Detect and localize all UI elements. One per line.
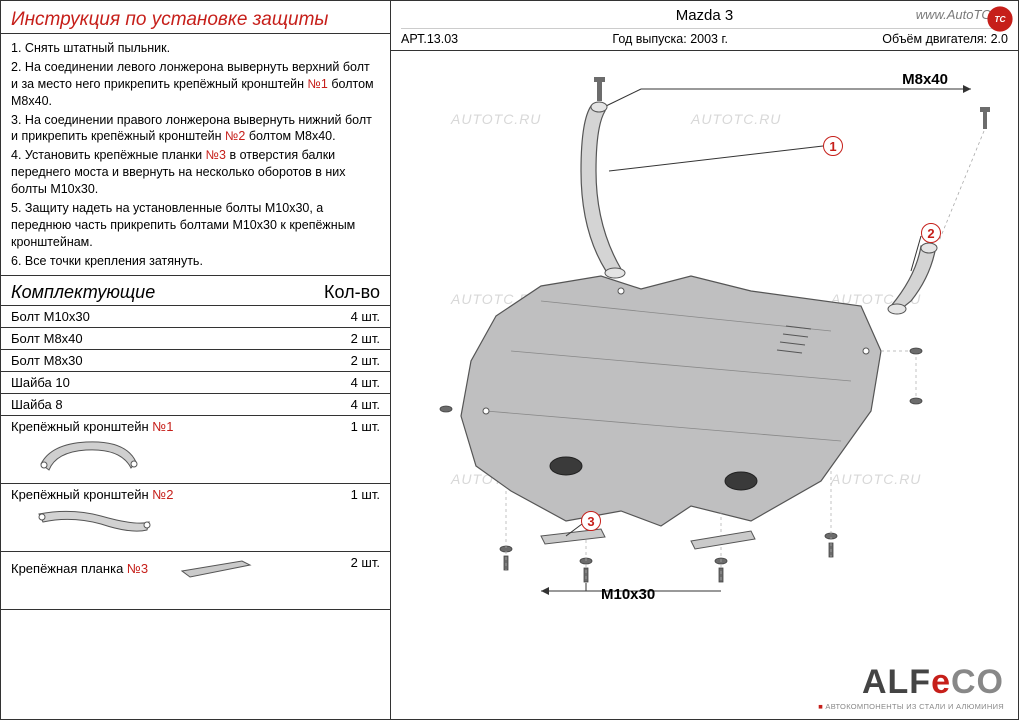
plank-part (541, 529, 755, 549)
instruction-step: 3. На соединении правого лонжерона вывер… (11, 112, 380, 146)
table-row: Крепёжная планка №3 2 шт. (1, 552, 390, 610)
bolt-icon (594, 77, 605, 101)
bracket2-icon (31, 502, 161, 542)
table-row: Шайба 84 шт. (1, 394, 390, 416)
brand-part: O (977, 663, 1004, 701)
plank-icon (172, 555, 262, 581)
instructions-block: 1. Снять штатный пыльник. 2. На соединен… (1, 34, 390, 276)
left-column: Инструкция по установке защиты 1. Снять … (1, 1, 391, 719)
brand-part: ALF (862, 663, 931, 701)
year-field: Год выпуска: 2003 г. (612, 32, 728, 46)
callout-1: 1 (823, 136, 843, 156)
bolt-icon (980, 107, 990, 129)
art-field: АРТ.13.03 (401, 32, 458, 46)
instruction-step: 5. Защиту надеть на установленные болты … (11, 200, 380, 251)
page-title: Инструкция по установке защиты (1, 1, 390, 33)
bracket1-part (581, 102, 625, 278)
bracket1-icon (31, 434, 151, 476)
brand-part: C (951, 663, 977, 701)
instruction-step: 1. Снять штатный пыльник. (11, 40, 380, 57)
table-row: Болт М10х304 шт. (1, 306, 390, 328)
brand-part: e (931, 663, 951, 701)
bolt-spec-bottom: M10x30 (601, 586, 655, 603)
instruction-step: 4. Установить крепёжные планки №3 в отве… (11, 147, 380, 198)
components-table: Болт М10х304 шт. Болт М8х402 шт. Болт М8… (1, 306, 390, 610)
skid-plate (461, 276, 881, 526)
instruction-step: 6. Все точки крепления затянуть. (11, 253, 380, 270)
components-title: Комплектующие (11, 282, 155, 303)
instruction-step: 2. На соединении левого лонжерона выверн… (11, 59, 380, 110)
engine-field: Объём двигателя: 2.0 (882, 32, 1008, 46)
table-row: Болт М8х402 шт. (1, 328, 390, 350)
table-row: Болт М8х302 шт. (1, 350, 390, 372)
corner-logo-icon: TC (986, 5, 1014, 33)
bracket2-part (888, 243, 937, 314)
components-header: Комплектующие Кол-во (1, 276, 390, 306)
table-row: Шайба 104 шт. (1, 372, 390, 394)
assembly-drawing (391, 51, 1016, 611)
brand-subtitle: ■ АВТОКОМПОНЕНТЫ ИЗ СТАЛИ И АЛЮМИНИЯ (818, 702, 1004, 711)
bolt-spec-top: M8x40 (902, 71, 948, 88)
components-qty-title: Кол-во (324, 282, 380, 303)
brand-logo: ALFeCO ■ АВТОКОМПОНЕНТЫ ИЗ СТАЛИ И АЛЮМИ… (818, 663, 1004, 711)
right-column: Mazda 3 АРТ.13.03 Год выпуска: 2003 г. О… (391, 1, 1018, 719)
callout-2: 2 (921, 223, 941, 243)
table-row: Крепёжный кронштейн №2 1 шт. (1, 484, 390, 552)
table-row: Крепёжный кронштейн №1 1 шт. (1, 416, 390, 484)
callout-3: 3 (581, 511, 601, 531)
svg-text:TC: TC (994, 14, 1006, 24)
diagram: AUTOTC.RU AUTOTC.RU AUTOTC.RU AUTOTC.RU … (391, 51, 1018, 611)
